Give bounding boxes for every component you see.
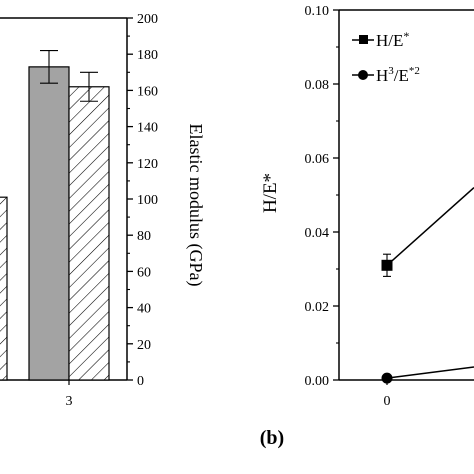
panel-b-series bbox=[381, 187, 474, 384]
panel-b-x-ticks: 0 bbox=[384, 380, 391, 409]
panel-a-bars bbox=[0, 50, 110, 381]
panel-a-x-tick-label: 3 bbox=[66, 394, 73, 409]
panel-a-y-tick-label: 160 bbox=[137, 84, 158, 99]
square-marker bbox=[381, 259, 393, 271]
legend-label-2: H3/E*2 bbox=[376, 65, 420, 85]
panel-b-legend: H/E* H3/E*2 bbox=[352, 29, 420, 85]
panel-b-y-axis-label: H/E* bbox=[260, 173, 281, 213]
panel-a-y-tick-label: 0 bbox=[137, 374, 144, 389]
panel-b-y-ticks: 0.00 0.02 0.04 0.06 0.08 0.10 bbox=[305, 4, 339, 389]
legend-square-marker bbox=[359, 35, 368, 44]
panel-a-y-tick-label: 120 bbox=[137, 157, 158, 172]
panel-b-y-tick-label: 0.06 bbox=[305, 152, 330, 167]
panel-a-y-ticks: 0 20 40 60 80 100 120 140 160 180 200 bbox=[127, 12, 158, 389]
panel-a-bar-chart: 0 20 40 60 80 100 120 140 160 180 200 3 Elastic mo… bbox=[0, 12, 206, 409]
solid-gray-bar bbox=[28, 66, 70, 381]
panel-b-x-tick-label: 0 bbox=[384, 394, 391, 409]
hatched-bar bbox=[68, 86, 110, 381]
panel-b-y-tick-label: 0.00 bbox=[305, 374, 330, 389]
panel-b-label: (b) bbox=[260, 427, 284, 449]
panel-b-y-tick-label: 0.02 bbox=[305, 300, 330, 315]
panel-b-line-chart: 0.00 0.02 0.04 0.06 0.08 0.10 0 H/E* H/E* H3/… bbox=[260, 4, 474, 409]
circle-marker bbox=[381, 372, 393, 384]
legend-circle-marker bbox=[358, 70, 368, 80]
panel-a-y-tick-label: 80 bbox=[137, 229, 151, 244]
panel-a-y-tick-label: 140 bbox=[137, 121, 158, 136]
series-line-2 bbox=[386, 366, 474, 379]
panel-b-y-tick-label: 0.04 bbox=[305, 226, 330, 241]
panel-a-y-tick-label: 60 bbox=[137, 265, 151, 280]
panel-a-y-axis-label: Elastic modulus (GPa) bbox=[185, 124, 206, 287]
panel-a-y-tick-label: 20 bbox=[137, 338, 151, 353]
series-line-1 bbox=[386, 187, 474, 266]
panel-a-y-tick-label: 180 bbox=[137, 48, 158, 63]
panel-a-x-ticks: 3 bbox=[66, 380, 73, 409]
panel-a-y-tick-label: 200 bbox=[137, 12, 158, 27]
partial-hatched-bar bbox=[0, 196, 8, 381]
panel-b-y-tick-label: 0.10 bbox=[305, 4, 330, 19]
legend-label-1: H/E* bbox=[376, 29, 409, 50]
panel-b-y-tick-label: 0.08 bbox=[305, 78, 330, 93]
panel-a-y-tick-label: 40 bbox=[137, 302, 151, 317]
panel-a-y-tick-label: 100 bbox=[137, 193, 158, 208]
